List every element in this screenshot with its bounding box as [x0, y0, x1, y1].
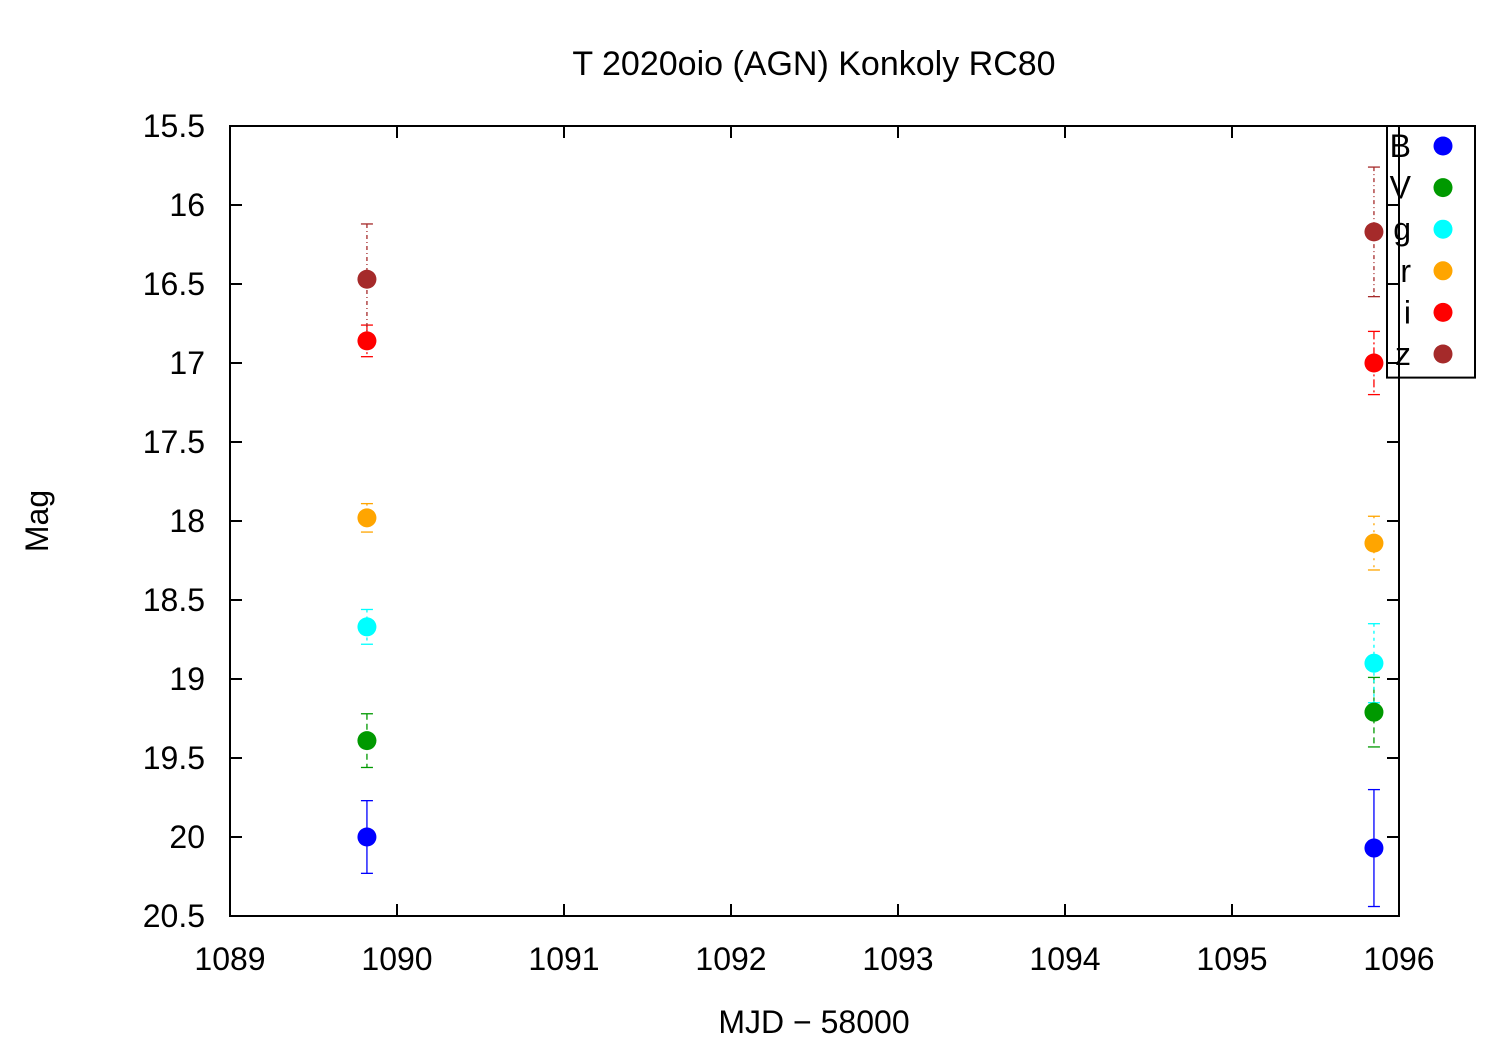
- legend-marker-r: [1433, 261, 1453, 281]
- y-tick-label: 18: [169, 503, 205, 539]
- y-tick-label: 19.5: [143, 740, 205, 776]
- data-point-g: [357, 617, 377, 637]
- y-tick-label: 19: [169, 661, 205, 697]
- data-point-V: [357, 731, 377, 751]
- x-tick-label: 1091: [528, 941, 599, 977]
- data-point-g: [1364, 653, 1384, 673]
- data-marks: [357, 166, 1384, 908]
- legend-marker-V: [1433, 178, 1453, 198]
- y-tick-label: 16.5: [143, 266, 205, 302]
- legend-box: [1386, 125, 1476, 379]
- data-point-i: [1364, 353, 1384, 373]
- legend-marker-i: [1433, 302, 1453, 322]
- data-point-V: [1364, 702, 1384, 722]
- data-point-B: [357, 827, 377, 847]
- y-tick-label: 20: [169, 819, 205, 855]
- x-tick-label: 1094: [1029, 941, 1100, 977]
- legend-label-z: z: [1395, 336, 1411, 372]
- y-tick-label: 17.5: [143, 424, 205, 460]
- x-tick-label: 1090: [361, 941, 432, 977]
- y-axis-title: Mag: [19, 490, 55, 552]
- data-point-z: [1364, 222, 1384, 242]
- legend-label-V: V: [1390, 170, 1412, 206]
- x-axis-title: MJD − 58000: [718, 1004, 909, 1040]
- legend-label-g: g: [1393, 211, 1411, 247]
- legend-marker-B: [1433, 136, 1453, 156]
- legend-marker-g: [1433, 219, 1453, 239]
- x-tick-label: 1093: [862, 941, 933, 977]
- legend-label-r: r: [1400, 253, 1411, 289]
- data-point-B: [1364, 838, 1384, 858]
- legend-marker-z: [1433, 344, 1453, 364]
- chart-title: T 2020oio (AGN) Konkoly RC80: [572, 45, 1055, 83]
- data-point-r: [357, 508, 377, 528]
- x-tick-label: 1089: [194, 941, 265, 977]
- data-point-z: [357, 269, 377, 289]
- x-tick-label: 1092: [695, 941, 766, 977]
- plot-frame: [229, 125, 1400, 917]
- x-tick-label: 1096: [1363, 941, 1434, 977]
- y-tick-label: 20.5: [143, 898, 205, 934]
- x-tick-label: 1095: [1196, 941, 1267, 977]
- y-tick-label: 18.5: [143, 582, 205, 618]
- data-point-r: [1364, 533, 1384, 553]
- legend-label-i: i: [1404, 294, 1411, 330]
- y-tick-label: 15.5: [143, 108, 205, 144]
- legend-label-B: B: [1390, 128, 1411, 164]
- y-tick-label: 16: [169, 187, 205, 223]
- axis-ticks: 1089 1090 1091 1092 1093 1094 1095 1096 15.5 16 16…: [143, 108, 1435, 977]
- y-tick-label: 17: [169, 345, 205, 381]
- data-point-i: [357, 331, 377, 351]
